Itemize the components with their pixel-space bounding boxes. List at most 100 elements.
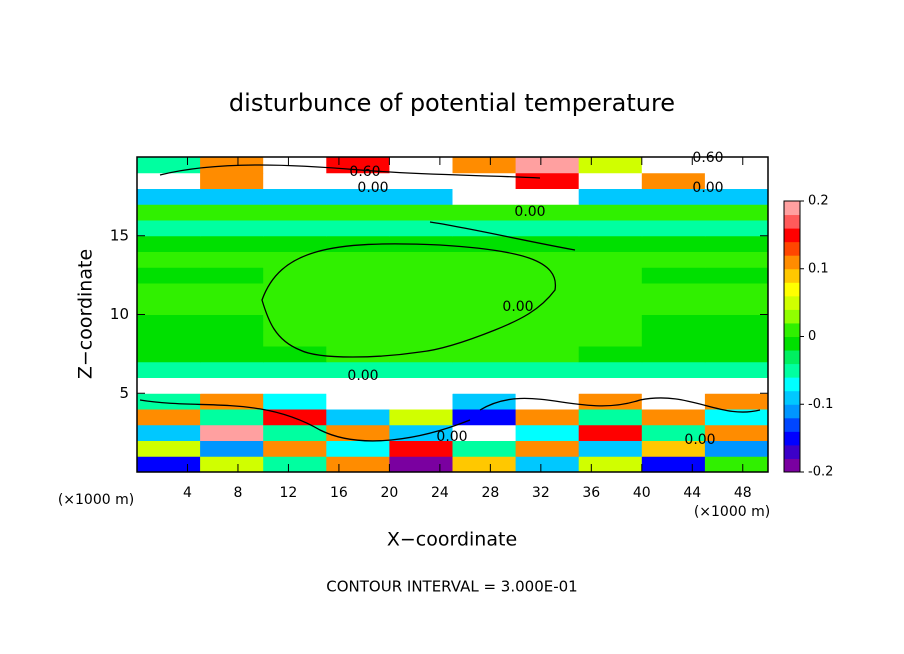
colorbar-swatch [784, 363, 800, 378]
cell [200, 220, 264, 237]
cell [137, 298, 201, 315]
cell [137, 157, 201, 174]
cell [137, 188, 201, 205]
cell [641, 424, 706, 441]
cell [200, 346, 264, 363]
cell [515, 361, 580, 378]
x-unit-label: (×1000 m) [694, 504, 770, 520]
chart-title: disturbunce of potential temperature [229, 89, 675, 117]
cell [326, 440, 390, 457]
cell [326, 204, 390, 221]
contour-line [429, 221, 576, 251]
cell [326, 172, 390, 189]
cell [137, 220, 201, 237]
colorbar-swatch [784, 309, 800, 324]
contour-line [159, 164, 541, 179]
cell [137, 456, 201, 473]
cell [515, 220, 580, 237]
x-tick-label: 48 [734, 485, 752, 501]
x-unit-label: (×1000 m) [58, 492, 134, 508]
cell [704, 172, 769, 189]
cell [515, 346, 580, 363]
cell [452, 235, 517, 252]
cell [263, 172, 327, 189]
colorbar-swatch [784, 201, 800, 216]
cell [641, 361, 706, 378]
cell [452, 361, 517, 378]
cell [263, 298, 327, 315]
cell [704, 456, 769, 473]
y-tick-label: 10 [110, 305, 129, 323]
cell [200, 172, 264, 189]
cell [326, 267, 390, 284]
cell [137, 330, 201, 347]
cell [326, 188, 390, 205]
cell [326, 424, 390, 441]
cell [704, 235, 769, 252]
cell [263, 393, 327, 410]
contour-label: 0.00 [684, 432, 715, 448]
colorbar-tick-label: 0.2 [808, 194, 829, 209]
colorbar-swatch [784, 282, 800, 297]
y-tick-label: 5 [119, 384, 129, 402]
cell [452, 456, 517, 473]
cell [641, 283, 706, 300]
x-tick-label: 16 [330, 485, 348, 501]
cell [389, 346, 453, 363]
cell [641, 188, 706, 205]
y-tick-label: 15 [110, 226, 129, 244]
colorbar-tick-label: -0.1 [808, 397, 833, 412]
cell [452, 377, 517, 394]
cell [326, 346, 390, 363]
cell [389, 172, 453, 189]
cell [389, 204, 453, 221]
cell [263, 361, 327, 378]
cell [641, 377, 706, 394]
cell [515, 440, 580, 457]
cell [452, 314, 517, 331]
colorbar-swatch [784, 322, 800, 337]
cell [641, 456, 706, 473]
cell [704, 220, 769, 237]
cell [578, 283, 643, 300]
cell [326, 283, 390, 300]
cell [578, 440, 643, 457]
cell [704, 330, 769, 347]
cell [389, 456, 453, 473]
cell [704, 377, 769, 394]
cell [326, 377, 390, 394]
cell [389, 409, 453, 426]
colorbar-swatch [784, 458, 800, 473]
cell [704, 424, 769, 441]
cell [704, 393, 769, 410]
contour-line [261, 243, 557, 358]
cell [452, 220, 517, 237]
contour-label: 0.00 [514, 204, 545, 220]
cell [452, 330, 517, 347]
cell [515, 409, 580, 426]
cell [137, 172, 201, 189]
cell [200, 314, 264, 331]
cell [578, 251, 643, 268]
cell [452, 188, 517, 205]
y-axis-label: Z−coordinate [75, 249, 97, 379]
cell [641, 440, 706, 457]
cell [578, 314, 643, 331]
cell [200, 204, 264, 221]
cell [578, 267, 643, 284]
cell [515, 456, 580, 473]
cell [137, 283, 201, 300]
cell [452, 204, 517, 221]
cell [389, 424, 453, 441]
cell [704, 283, 769, 300]
contour-label: 0.60 [349, 164, 380, 180]
cell [641, 172, 706, 189]
cell [326, 235, 390, 252]
cell [515, 283, 580, 300]
cell [578, 172, 643, 189]
cell [452, 346, 517, 363]
cell [515, 204, 580, 221]
cell [200, 377, 264, 394]
cell [137, 251, 201, 268]
cell [515, 330, 580, 347]
